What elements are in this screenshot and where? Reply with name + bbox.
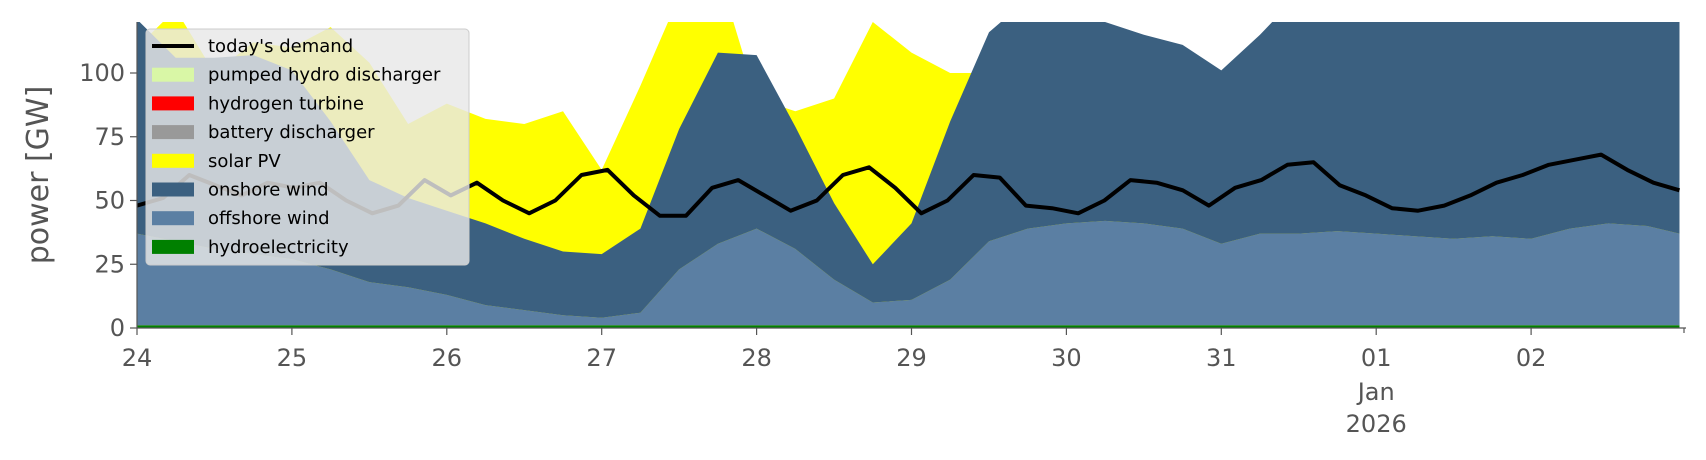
x-tick-label: 28 <box>741 344 772 372</box>
legend-label-solar-pv: solar PV <box>208 151 281 172</box>
x-tick-sublabel: 2026 <box>1346 410 1407 438</box>
legend-label-offshore-wind: offshore wind <box>208 208 330 229</box>
legend-label-hydrogen-turbine: hydrogen turbine <box>208 93 364 114</box>
legend-label-today-s-demand: today's demand <box>208 36 353 57</box>
x-tick-label: 01 <box>1361 344 1392 372</box>
x-tick-label: 02 <box>1516 344 1547 372</box>
legend-swatch-solar-pv <box>152 153 194 168</box>
legend-swatch-battery-discharger <box>152 125 194 140</box>
stacked-areas <box>137 22 1680 328</box>
legend-label-pumped-hydro-discharger: pumped hydro discharger <box>208 65 441 86</box>
x-ticks: 24 25 26 27 28 29 30 31 01 Jan 2026 02 <box>122 328 1685 438</box>
legend-swatch-hydroelectricity <box>152 239 194 254</box>
y-tick-label: 50 <box>94 187 125 215</box>
x-tick-label: 31 <box>1206 344 1237 372</box>
legend-label-hydroelectricity: hydroelectricity <box>208 237 349 258</box>
x-tick-label: 24 <box>122 344 153 372</box>
area-hydroelectricity <box>137 325 1680 328</box>
legend-swatch-onshore-wind <box>152 182 194 197</box>
y-tick-label: 0 <box>110 314 125 342</box>
area-onshore-wind <box>137 22 1680 318</box>
legend-swatch-offshore-wind <box>152 211 194 226</box>
legend-swatch-hydrogen-turbine <box>152 96 194 111</box>
y-ticks: 0 25 50 75 100 <box>79 59 137 342</box>
x-tick-label: 27 <box>586 344 617 372</box>
x-tick-label: 30 <box>1051 344 1082 372</box>
x-tick-label: 29 <box>896 344 927 372</box>
area-offshore-wind <box>137 220 1680 326</box>
legend-label-battery-discharger: battery discharger <box>208 122 375 143</box>
x-tick-label: 25 <box>277 344 308 372</box>
legend-box <box>145 28 470 266</box>
legend-label-onshore-wind: onshore wind <box>208 180 329 201</box>
y-tick-label: 100 <box>79 59 125 87</box>
y-axis-title: power [GW] <box>21 86 56 265</box>
x-tick-sublabel: Jan <box>1356 378 1395 406</box>
legend: today's demand pumped hydro discharger hyd… <box>145 28 470 266</box>
x-tick-label: 26 <box>432 344 463 372</box>
legend-swatch-pumped-hydro-discharger <box>152 67 194 82</box>
y-tick-label: 25 <box>94 250 125 278</box>
y-tick-label: 75 <box>94 123 125 151</box>
